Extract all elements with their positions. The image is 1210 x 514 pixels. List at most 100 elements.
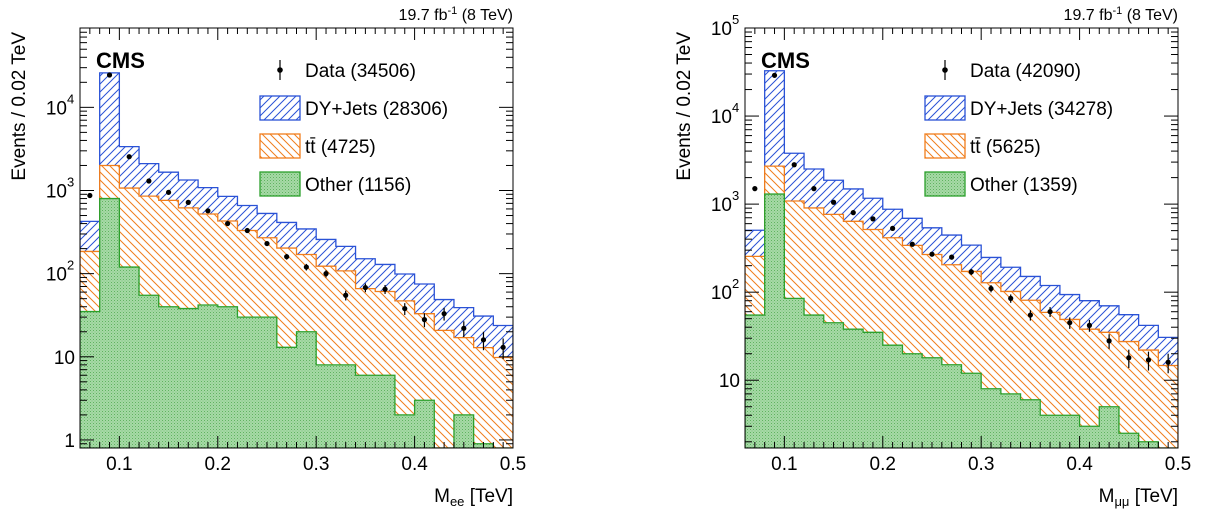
x-tick-label: 0.4 xyxy=(401,454,428,475)
x-tick-label: 0.2 xyxy=(870,454,896,475)
lumi-label: 19.7 fb-1 (8 TeV) xyxy=(399,5,513,24)
x-tick-label: 0.1 xyxy=(771,454,797,475)
legend-data-marker xyxy=(277,67,283,73)
series-other-hist xyxy=(745,193,1178,448)
data-point xyxy=(126,154,132,160)
y-tick-label: 10 xyxy=(46,181,67,202)
legend-swatch-3 xyxy=(259,171,301,197)
experiment-label: CMS xyxy=(96,48,145,73)
x-tick-label: 0.3 xyxy=(303,454,329,475)
legend-data-label: Data (34506) xyxy=(305,61,416,82)
legend-label-3: Other (1156) xyxy=(305,175,411,196)
series-other-hist xyxy=(80,197,513,448)
y-tick-label: 10 xyxy=(711,19,732,40)
legend-label-3: Other (1359) xyxy=(970,175,1078,196)
data-point xyxy=(205,208,211,214)
x-tick-label: 0.4 xyxy=(1066,454,1093,475)
legend-swatch-1 xyxy=(259,95,301,121)
legend-swatch-3 xyxy=(924,171,966,197)
data-point xyxy=(1126,355,1132,361)
data-point xyxy=(968,269,974,275)
data-point xyxy=(988,285,994,292)
data-point xyxy=(1106,338,1112,344)
data-point xyxy=(771,72,778,78)
data-point xyxy=(830,199,837,205)
data-point xyxy=(1008,295,1014,301)
experiment-label: CMS xyxy=(761,48,810,73)
y-axis-label: Events / 0.02 TeV xyxy=(674,32,695,181)
y-tick-label-exponent: 3 xyxy=(732,188,739,203)
data-point xyxy=(461,325,467,331)
data-point xyxy=(244,227,250,234)
data-point xyxy=(1086,322,1093,328)
data-point xyxy=(303,264,309,270)
y-tick-label: 10 xyxy=(54,348,75,369)
data-point xyxy=(264,240,270,247)
y-tick-label: 1 xyxy=(64,431,75,452)
y-tick-label: 10 xyxy=(711,195,732,216)
data-point xyxy=(890,225,896,231)
y-tick-label-exponent: 3 xyxy=(67,174,74,189)
y-tick-label: 10 xyxy=(46,98,67,119)
data-point xyxy=(225,220,231,227)
y-tick-label-exponent: 2 xyxy=(67,258,74,273)
data-point xyxy=(87,192,93,199)
data-point xyxy=(1027,312,1033,318)
x-axis-label: Mee [TeV] xyxy=(434,486,513,509)
data-point xyxy=(146,178,152,184)
data-point xyxy=(870,216,876,222)
data-point xyxy=(185,199,191,205)
data-point xyxy=(402,305,408,312)
data-point xyxy=(441,311,447,317)
data-point xyxy=(362,284,368,291)
x-tick-label: 0.3 xyxy=(968,454,994,475)
y-axis-label: Events / 0.02 TeV xyxy=(9,32,30,181)
data-point xyxy=(1165,359,1171,365)
legend-data-marker xyxy=(942,67,948,73)
x-axis-label: Mμμ [TeV] xyxy=(1099,486,1178,509)
data-point xyxy=(1047,309,1053,315)
data-point xyxy=(343,292,349,298)
data-point xyxy=(791,162,797,168)
legend-swatch-2 xyxy=(924,133,966,159)
x-tick-label: 0.5 xyxy=(500,454,526,475)
data-point xyxy=(752,186,758,192)
data-point xyxy=(500,344,506,350)
data-point xyxy=(909,241,915,247)
lumi-label: 19.7 fb-1 (8 TeV) xyxy=(1064,5,1178,24)
x-tick-label: 0.5 xyxy=(1165,454,1191,475)
y-tick-label-exponent: 2 xyxy=(732,276,739,291)
data-point xyxy=(421,317,428,323)
legend-label-2: tt̄ (4725) xyxy=(305,137,376,158)
legend-label-1: DY+Jets (34278) xyxy=(970,99,1113,120)
y-tick-label-exponent: 4 xyxy=(732,100,739,115)
data-point xyxy=(323,271,329,277)
data-point xyxy=(949,254,955,260)
data-point xyxy=(1067,320,1073,326)
legend-swatch-1 xyxy=(924,95,966,121)
data-point xyxy=(929,251,935,257)
data-point xyxy=(382,286,388,292)
legend-swatch-2 xyxy=(259,133,301,159)
data-point xyxy=(165,189,172,195)
data-point xyxy=(1145,357,1152,363)
data-point xyxy=(284,254,290,260)
legend-label-2: tt̄ (5625) xyxy=(970,137,1041,158)
histogram-stack xyxy=(745,70,1178,448)
data-point xyxy=(850,210,856,216)
y-tick-label: 10 xyxy=(46,265,67,286)
y-tick-label-exponent: 5 xyxy=(732,12,739,27)
histogram-stack xyxy=(80,72,513,448)
y-tick-label: 10 xyxy=(711,283,732,304)
y-tick-label-exponent: 4 xyxy=(67,91,74,106)
legend-label-1: DY+Jets (28306) xyxy=(305,99,448,120)
y-tick-label: 10 xyxy=(719,371,740,392)
data-point xyxy=(811,186,817,192)
y-tick-label: 10 xyxy=(711,107,732,128)
legend-data-label: Data (42090) xyxy=(970,61,1081,82)
data-point xyxy=(106,72,113,78)
data-point xyxy=(480,337,487,343)
x-tick-label: 0.2 xyxy=(205,454,231,475)
